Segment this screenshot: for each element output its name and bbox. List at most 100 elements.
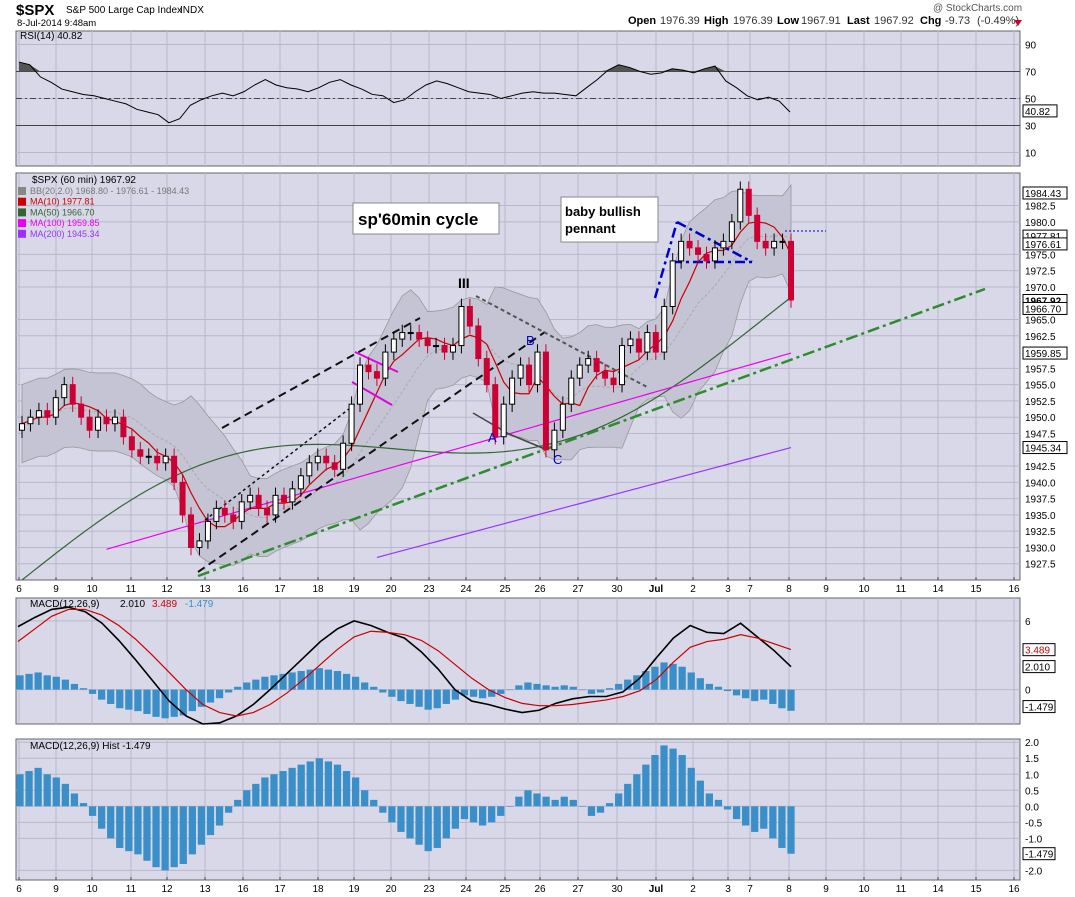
price-legend: $SPX (60 min) 1967.92 BB(20,2.0) 1968.80…	[18, 175, 189, 239]
hist-bar	[279, 771, 287, 807]
bottom-x-tick-label: 10	[858, 884, 870, 895]
candle-body	[188, 514, 195, 548]
macd-hist-bar	[533, 683, 541, 690]
hist-bar	[379, 806, 387, 813]
price-tick-label: 1972.5	[1025, 267, 1056, 278]
macd-hist-bar	[633, 675, 641, 690]
rsi-tick-label: 50	[1025, 95, 1037, 106]
hist-bar	[415, 806, 423, 845]
bottom-x-tick-label: 2	[690, 884, 696, 895]
price-x-tick-label: 18	[312, 584, 324, 595]
bottom-x-tick-label: 13	[199, 884, 211, 895]
macd-hist-bar	[134, 689, 142, 712]
wave-a-line-2	[508, 433, 546, 450]
macd-hist-bar	[660, 662, 668, 690]
hist-bar	[569, 799, 577, 807]
macd-hist-bar	[714, 686, 723, 690]
hist-bar	[488, 806, 496, 823]
price-x-tick-label: 19	[348, 584, 360, 595]
price-x-tick-label: 10	[858, 584, 870, 595]
hist-bar	[542, 796, 550, 807]
hist-bar	[170, 806, 178, 868]
price-x-tick-label: 25	[499, 584, 511, 595]
hist-bar	[43, 774, 51, 807]
hist-bar	[515, 796, 523, 807]
candle-body	[475, 325, 482, 360]
price-x-tick-label: Jul	[649, 584, 664, 595]
price-tick-label: 1957.5	[1025, 364, 1056, 375]
price-tick-label: 1945.34	[1025, 444, 1062, 455]
macd-hist-bar	[297, 671, 305, 690]
price-panel: 1984.431982.51980.01977.811976.611975.01…	[16, 173, 1068, 581]
candle-body	[509, 377, 516, 405]
macd-hist-bar	[469, 689, 478, 697]
candle-body	[230, 514, 237, 522]
candle-body	[272, 494, 279, 516]
macd-hist-bar	[234, 686, 242, 690]
macd-hist-bar	[306, 669, 314, 690]
rsi-line	[18, 61, 791, 124]
hist-bar	[469, 806, 478, 823]
hist-bar	[70, 793, 79, 807]
hist-bar	[460, 806, 469, 820]
bollinger-mid	[21, 234, 792, 518]
channel-mid-line	[204, 401, 359, 521]
macd-hist-bar	[379, 689, 387, 693]
candle-body	[618, 345, 625, 386]
macd-hist-bar	[261, 676, 269, 690]
chart-annotations: sp'60min cycle baby bullish pennant III …	[352, 196, 659, 467]
rsi-overbought-fill	[19, 62, 790, 72]
hist-bar	[451, 806, 460, 829]
macd-hist-bar	[342, 673, 351, 690]
macd-hist-bar	[424, 689, 432, 710]
macd-tick-label: 0	[1025, 686, 1031, 697]
hist-bar	[333, 764, 342, 807]
candle-body	[145, 455, 152, 458]
hist-bar	[224, 806, 233, 813]
bottom-x-tick-label: 20	[385, 884, 397, 895]
macd-hist-bar	[107, 689, 115, 704]
macd-title-name: MACD(12,26,9)	[30, 599, 99, 610]
macd-hist-bar	[206, 689, 215, 703]
candle-body	[416, 332, 423, 340]
hist-bar	[524, 790, 532, 807]
price-axis: 1984.431982.51980.01977.811976.611975.01…	[1022, 186, 1068, 571]
macd-value-box	[1022, 700, 1056, 714]
candle-body	[678, 240, 685, 262]
price-x-tick-label: 10	[86, 584, 98, 595]
macd-hist-bar	[333, 671, 342, 690]
candle-body	[255, 494, 262, 509]
candle-body	[559, 403, 566, 431]
price-tick-label: 1942.5	[1025, 462, 1056, 473]
bottom-x-tick-label: 23	[423, 884, 435, 895]
candle-body	[19, 423, 25, 431]
price-value-box	[1022, 186, 1068, 200]
hist-bar	[751, 806, 759, 832]
candle-body	[340, 442, 347, 470]
price-tick-label: 1950.0	[1025, 413, 1056, 424]
candle-body	[703, 253, 710, 262]
hist-value-box	[1022, 847, 1056, 861]
price-tick-label: 1970.0	[1025, 283, 1056, 294]
open-label: Open	[628, 15, 656, 27]
bottom-x-tick-label: 12	[161, 884, 173, 895]
wave-c-label: C	[553, 452, 562, 467]
rsi-last-value-box	[1022, 104, 1058, 118]
hist-bar	[660, 745, 668, 807]
exchange-label: INDX	[180, 5, 204, 16]
macd-hist-bar	[143, 689, 151, 714]
legend-label: MA(10) 1977.81	[30, 197, 95, 207]
wave-a-label: A	[488, 430, 497, 445]
macd-value-box	[1022, 660, 1056, 674]
candle-body	[95, 416, 102, 431]
macd-hist-bar	[406, 689, 414, 704]
bottom-x-tick-label: 3	[725, 884, 731, 895]
bottom-x-tick-label: 24	[460, 884, 472, 895]
candle-body	[221, 507, 228, 516]
macd-hist-bar	[98, 689, 106, 700]
open-value: 1976.39	[660, 15, 700, 27]
hist-bar	[288, 767, 296, 807]
macd-tick-label: 3.489	[1025, 646, 1050, 657]
price-value-box	[1022, 346, 1068, 360]
hist-bar	[297, 764, 305, 807]
